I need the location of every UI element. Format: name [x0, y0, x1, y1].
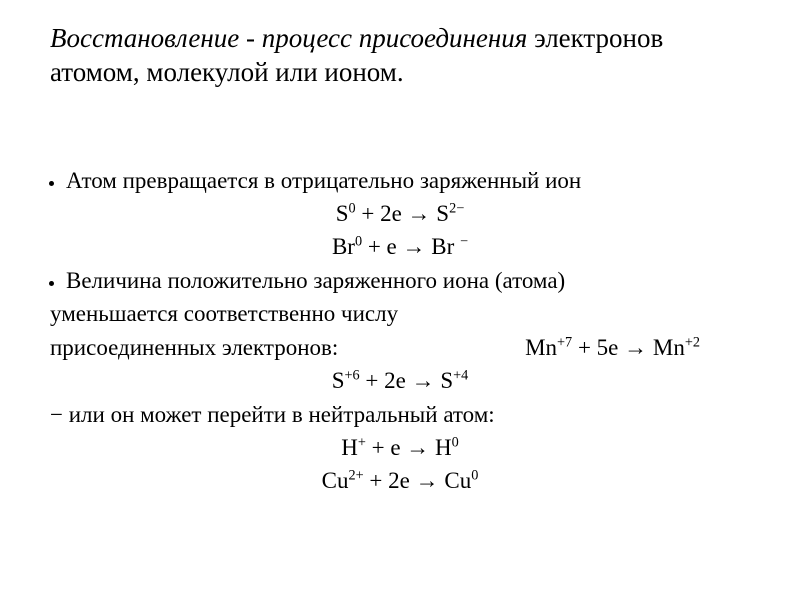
eq-mn-mid: + 5e → Mn	[572, 335, 685, 360]
content-list: Атом превращается в отрицательно заряжен…	[50, 166, 750, 496]
eq-br-sup2: −	[460, 234, 468, 250]
eq-h-sup1: +	[358, 434, 366, 450]
eq-s2-mid: + 2e → S	[360, 368, 453, 393]
eq-s-sup2: 2−	[449, 200, 464, 216]
equation-h-line: H+ + e → H0	[50, 433, 750, 462]
eq-s2-pre: S	[332, 368, 345, 393]
title-term: Восстановление	[50, 23, 239, 53]
bullet-2-line2: уменьшается соответственно числу	[50, 299, 750, 328]
eq-cu-mid: + 2e → Cu	[364, 468, 472, 493]
equation-s2: S+6 + 2e → S+4	[50, 366, 750, 395]
title-dash: -	[239, 23, 262, 53]
bullet-2-line4: − или он может перейти в нейтральный ато…	[50, 400, 750, 429]
equation-s2-line: S+6 + 2e → S+4	[50, 366, 750, 395]
slide: Восстановление - процесс присоединения э…	[0, 0, 800, 600]
bullet-1-text: Атом превращается в отрицательно заряжен…	[66, 168, 581, 193]
eq-h-pre: H	[341, 435, 358, 460]
equation-s-line: S0 + 2e → S2−	[50, 199, 750, 228]
title-block: Восстановление - процесс присоединения э…	[50, 22, 750, 90]
eq-mn-pre: Mn	[525, 335, 557, 360]
eq-s-sup1: 0	[349, 200, 356, 216]
bullet-2: Величина положительно заряженного иона (…	[66, 266, 750, 295]
equation-mn: Mn+7 + 5e → Mn+2	[338, 333, 750, 362]
eq-br-mid: + e → Br	[362, 234, 460, 259]
equation-h: H+ + e → H0	[50, 433, 750, 462]
eq-h-sup2: 0	[452, 434, 459, 450]
eq-mn-sup1: +7	[557, 334, 572, 350]
eq-cu-pre: Cu	[322, 468, 349, 493]
bullet-2-line3: присоединенных электронов: Mn+7 + 5e → M…	[50, 333, 750, 362]
eq-s-pre: S	[336, 201, 349, 226]
eq-s2-sup1: +6	[344, 367, 359, 383]
bullet-1: Атом превращается в отрицательно заряжен…	[66, 166, 750, 195]
bullet-2-text: Величина положительно заряженного иона (…	[66, 268, 565, 293]
title-rest-italic: процесс присоединения	[262, 23, 528, 53]
eq-mn-sup2: +2	[685, 334, 700, 350]
equation-s: S0 + 2e → S2−	[50, 199, 750, 228]
eq-s2-sup2: +4	[453, 367, 468, 383]
eq-s-mid: + 2e → S	[356, 201, 449, 226]
bullet-2-line3-text: присоединенных электронов:	[50, 333, 338, 362]
eq-br-pre: Br	[332, 234, 355, 259]
equation-cu: Cu2+ + 2e → Cu0	[50, 466, 750, 495]
bullet-2-line4-text: − или он может перейти в нейтральный ато…	[50, 402, 495, 427]
equation-br: Br0 + e → Br −	[50, 232, 750, 261]
eq-h-mid: + e → H	[366, 435, 452, 460]
eq-cu-sup2: 0	[471, 468, 478, 484]
eq-cu-sup1: 2+	[349, 468, 364, 484]
equation-br-line: Br0 + e → Br −	[50, 232, 750, 261]
bullet-2-line2-text: уменьшается соответственно числу	[50, 301, 398, 326]
eq-br-sup1: 0	[355, 234, 362, 250]
equation-cu-line: Cu2+ + 2e → Cu0	[50, 466, 750, 495]
